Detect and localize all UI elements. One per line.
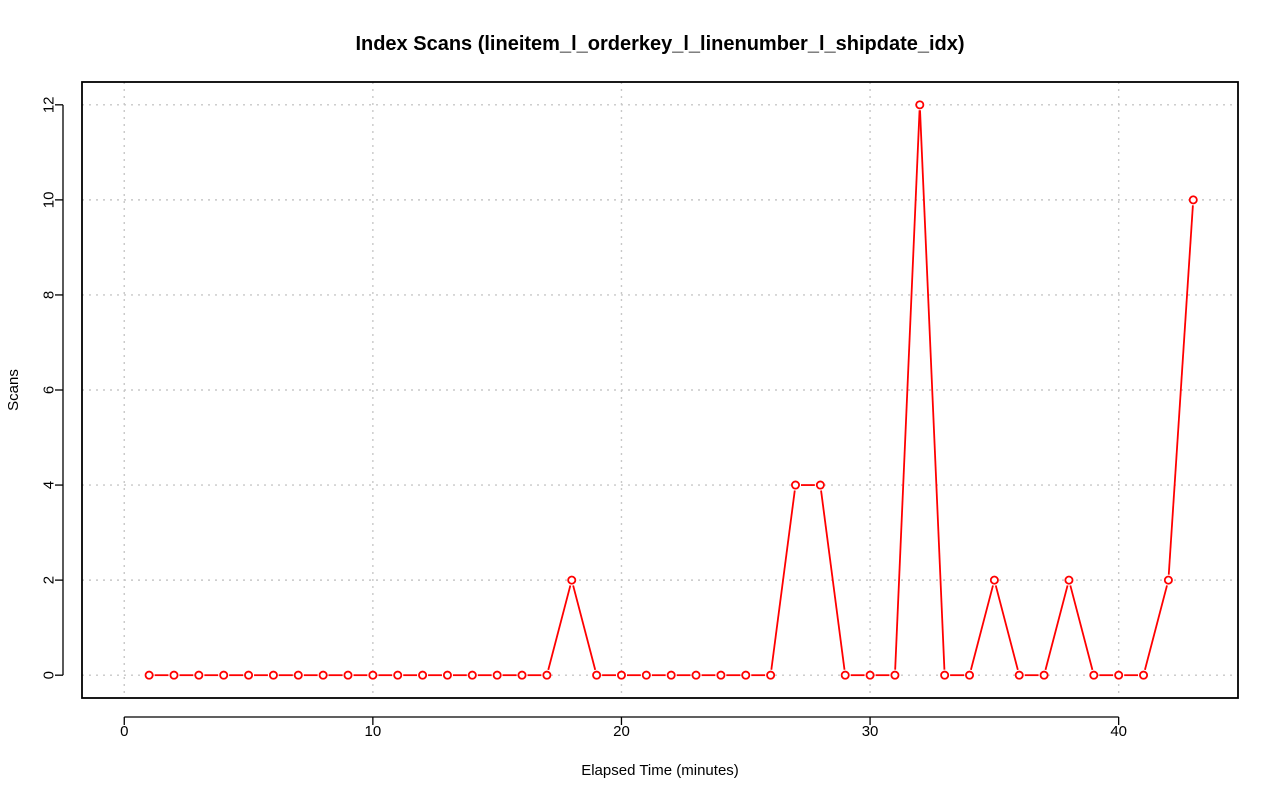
x-tick-label: 0 (120, 723, 128, 740)
series-segment (970, 585, 994, 671)
data-point (865, 670, 875, 680)
data-point (442, 670, 452, 680)
x-tick-label: 30 (862, 723, 879, 740)
x-tick-label: 10 (365, 723, 382, 740)
series-segment (820, 490, 846, 670)
data-point (194, 670, 204, 680)
data-point (467, 670, 477, 680)
data-point (393, 670, 403, 680)
data-point (1114, 670, 1124, 680)
series-segment (1144, 585, 1168, 671)
y-axis-label: Scans (5, 369, 22, 411)
data-point (1163, 575, 1173, 585)
data-point (318, 670, 328, 680)
data-point (343, 670, 353, 680)
y-tick-label: 2 (41, 576, 58, 584)
x-tick-label: 20 (613, 723, 630, 740)
x-axis-label: Elapsed Time (minutes) (581, 762, 739, 779)
data-point (790, 480, 800, 490)
series-segment (770, 490, 796, 670)
data-point (517, 670, 527, 680)
data-point (1139, 670, 1149, 680)
data-point (418, 670, 428, 680)
data-point (219, 670, 229, 680)
data-point (542, 670, 552, 680)
data-point (1089, 670, 1099, 680)
data-point (268, 670, 278, 680)
y-tick-label: 6 (41, 386, 58, 394)
data-point (616, 670, 626, 680)
data-point (965, 670, 975, 680)
axes: 0 10 20 30 40 0 2 4 6 8 10 12 (41, 96, 1128, 740)
grid (82, 82, 1238, 698)
series-segment (1044, 585, 1069, 671)
plot-frame (81, 81, 1239, 699)
series-segment (572, 585, 597, 671)
data-point (293, 670, 303, 680)
series-segment (547, 585, 572, 671)
data-point (766, 670, 776, 680)
data-point (169, 670, 179, 680)
data-point (1188, 195, 1198, 205)
data-point (890, 670, 900, 680)
data-point (1014, 670, 1024, 680)
series (144, 100, 1198, 680)
y-tick-label: 12 (41, 96, 58, 113)
series-segment (894, 110, 921, 670)
data-point (989, 575, 999, 585)
data-point (641, 670, 651, 680)
series-segment (919, 110, 946, 670)
data-point (1064, 575, 1074, 585)
series-segment (1167, 205, 1194, 575)
data-point (940, 670, 950, 680)
data-point (840, 670, 850, 680)
series-segment (994, 585, 1019, 671)
y-tick-label: 4 (41, 481, 58, 489)
data-point (666, 670, 676, 680)
data-point (144, 670, 154, 680)
data-point (368, 670, 378, 680)
data-point (567, 575, 577, 585)
data-point (592, 670, 602, 680)
y-tick-label: 10 (41, 192, 58, 209)
y-tick-label: 0 (41, 671, 58, 679)
chart-title: Index Scans (lineitem_l_orderkey_l_linen… (355, 33, 964, 55)
x-tick-label: 40 (1110, 723, 1127, 740)
data-point (244, 670, 254, 680)
series-segment (1069, 585, 1094, 671)
data-point (691, 670, 701, 680)
data-point (915, 100, 925, 110)
data-point (492, 670, 502, 680)
data-point (716, 670, 726, 680)
data-point (1039, 670, 1049, 680)
data-point (815, 480, 825, 490)
data-point (741, 670, 751, 680)
y-tick-label: 8 (41, 291, 58, 299)
